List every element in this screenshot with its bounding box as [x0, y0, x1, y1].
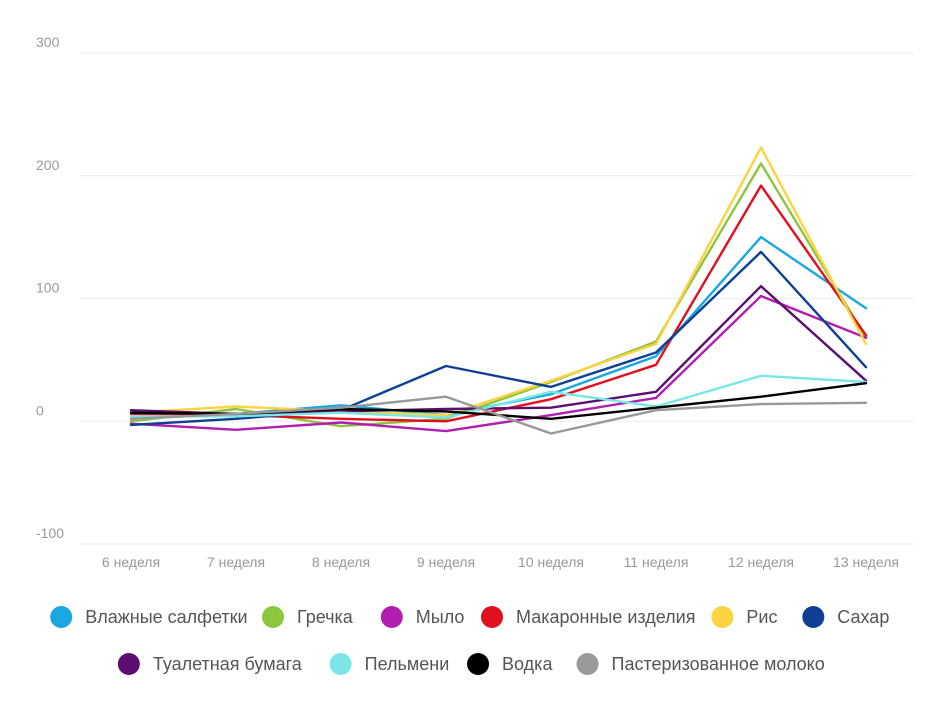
- x-tick-label: 6 неделя: [102, 554, 160, 570]
- y-tick-label: 300: [36, 34, 60, 50]
- legend-item[interactable]: Влажные салфетки: [50, 606, 248, 628]
- y-tick-label: 0: [36, 402, 44, 418]
- legend-label: Туалетная бумага: [153, 654, 303, 674]
- legend-item[interactable]: Макаронные изделия: [481, 606, 695, 628]
- series-lines: [129, 146, 868, 435]
- legend-item[interactable]: Рис: [711, 606, 777, 628]
- x-tick-label: 12 неделя: [728, 554, 794, 570]
- x-tick-label: 10 неделя: [518, 554, 584, 570]
- legend-item[interactable]: Пельмени: [329, 653, 450, 675]
- series-line-1: [129, 235, 868, 420]
- legend-marker: [117, 653, 140, 675]
- legend: Влажные салфетки Гречка Мыло Макаронные изд…: [50, 606, 889, 675]
- legend-marker: [802, 606, 825, 628]
- x-tick-label: 8 неделя: [312, 554, 370, 570]
- legend-marker: [467, 653, 490, 675]
- legend-label: Влажные салфетки: [85, 607, 247, 627]
- y-axis-tick-labels: -100 0 100 200 300: [36, 34, 64, 541]
- x-axis-tick-labels: 6 неделя 7 неделя 8 неделя 9 неделя 10 недел…: [102, 554, 899, 570]
- x-tick-label: 11 неделя: [624, 554, 689, 570]
- x-tick-label: 9 неделя: [417, 554, 475, 570]
- legend-marker: [50, 606, 73, 628]
- legend-item[interactable]: Водка: [467, 653, 553, 675]
- legend-label: Пастеризованное молоко: [612, 654, 825, 674]
- legend-label: Макаронные изделия: [516, 607, 695, 627]
- legend-label: Мыло: [416, 607, 465, 627]
- legend-label: Водка: [502, 654, 553, 674]
- y-tick-label: 200: [36, 157, 60, 173]
- series-line-8: [129, 374, 868, 419]
- legend-item[interactable]: Мыло: [380, 606, 465, 628]
- legend-marker: [481, 606, 503, 628]
- legend-item[interactable]: Туалетная бумага: [117, 653, 303, 675]
- legend-marker: [711, 606, 734, 628]
- legend-label: Рис: [746, 607, 777, 627]
- legend-item[interactable]: Сахар: [802, 606, 889, 628]
- x-tick-label: 13 неделя: [833, 554, 899, 570]
- gridlines: [80, 52, 914, 545]
- legend-marker: [380, 606, 403, 628]
- legend-label: Гречка: [297, 607, 354, 627]
- y-tick-label: -100: [36, 525, 64, 541]
- series-line-2: [129, 162, 868, 428]
- series-line-10: [129, 395, 868, 435]
- legend-item[interactable]: Пастеризованное молоко: [576, 653, 825, 675]
- legend-item[interactable]: Гречка: [262, 606, 354, 628]
- series-line-7: [129, 285, 868, 416]
- legend-marker: [329, 653, 352, 675]
- series-line-3: [129, 294, 868, 433]
- legend-marker: [576, 653, 599, 675]
- series-line-5: [129, 146, 868, 417]
- x-tick-label: 7 неделя: [207, 554, 265, 570]
- series-line-6: [129, 250, 868, 427]
- legend-marker: [262, 606, 284, 628]
- legend-label: Сахар: [837, 607, 889, 627]
- y-tick-label: 100: [36, 280, 60, 296]
- series-line-4: [129, 184, 868, 423]
- legend-label: Пельмени: [365, 654, 450, 674]
